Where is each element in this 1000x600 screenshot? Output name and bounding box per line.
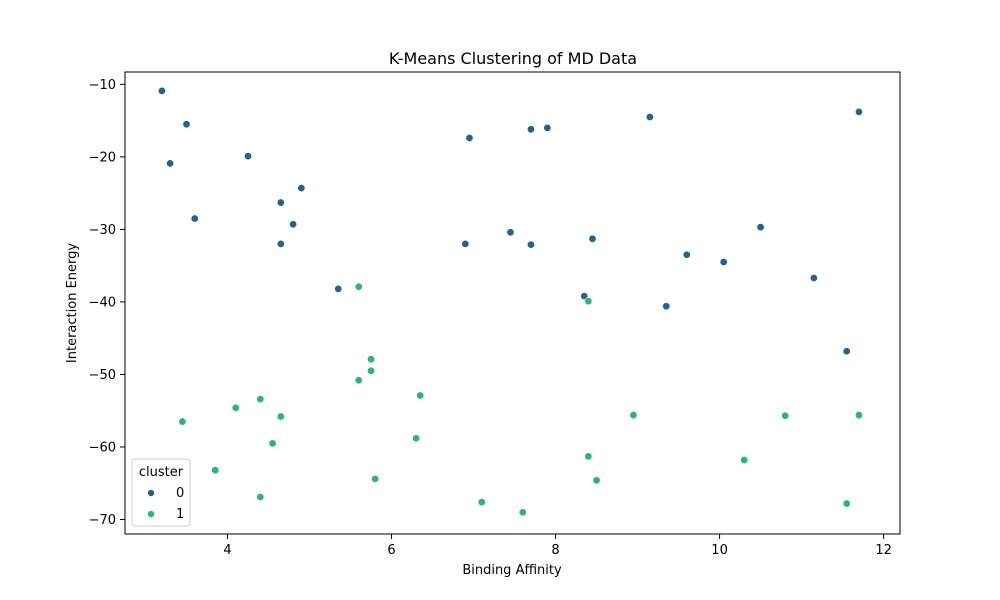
data-point-cluster-0 xyxy=(276,198,285,207)
data-point-cluster-0 xyxy=(182,120,191,129)
legend-marker-cluster-1 xyxy=(147,510,155,518)
x-tick-label: 10 xyxy=(711,543,728,558)
y-tick-label: −10 xyxy=(89,78,116,93)
data-point-cluster-0 xyxy=(244,152,253,161)
data-point-cluster-1 xyxy=(477,498,486,507)
data-point-cluster-1 xyxy=(268,439,277,448)
x-axis-label: Binding Affinity xyxy=(462,563,562,578)
y-axis-label: Interaction Energy xyxy=(65,243,80,363)
data-point-cluster-1 xyxy=(584,297,593,306)
data-point-cluster-1 xyxy=(518,508,527,517)
data-point-cluster-1 xyxy=(178,417,187,426)
y-tick-label: −30 xyxy=(89,223,116,238)
data-point-cluster-0 xyxy=(645,112,654,121)
data-point-cluster-0 xyxy=(461,239,470,248)
y-axis-ticks: −10 −20 −30 −40 −50 −60 −70 xyxy=(89,78,125,528)
data-point-cluster-0 xyxy=(543,123,552,132)
x-tick-label: 6 xyxy=(387,543,395,558)
data-point-cluster-1 xyxy=(231,403,240,412)
data-point-cluster-0 xyxy=(334,284,343,293)
data-point-cluster-0 xyxy=(465,134,474,143)
data-point-cluster-1 xyxy=(781,411,790,420)
data-point-cluster-0 xyxy=(526,125,535,134)
data-point-cluster-0 xyxy=(842,347,851,356)
data-point-cluster-0 xyxy=(588,234,597,243)
data-point-cluster-0 xyxy=(157,86,166,95)
data-point-cluster-0 xyxy=(506,228,515,237)
data-point-cluster-0 xyxy=(166,159,175,168)
data-point-cluster-0 xyxy=(276,239,285,248)
plot-frame xyxy=(124,71,901,535)
data-point-cluster-1 xyxy=(276,412,285,421)
data-point-cluster-0 xyxy=(289,220,298,229)
chart-title: K-Means Clustering of MD Data xyxy=(389,49,637,68)
data-point-cluster-1 xyxy=(629,411,638,420)
legend-label-cluster-0: 0 xyxy=(176,486,184,501)
y-tick-label: −60 xyxy=(89,440,116,455)
y-tick-label: −70 xyxy=(89,513,116,528)
data-point-cluster-1 xyxy=(412,434,421,443)
data-point-cluster-1 xyxy=(256,395,265,404)
x-tick-label: 4 xyxy=(223,543,231,558)
legend: cluster 0 1 xyxy=(131,458,191,527)
data-point-cluster-0 xyxy=(809,273,818,282)
y-tick-label: −40 xyxy=(89,295,116,310)
legend-marker-cluster-0 xyxy=(147,489,155,497)
legend-title: cluster xyxy=(139,465,184,480)
data-point-cluster-0 xyxy=(756,223,765,232)
data-point-cluster-0 xyxy=(662,302,671,311)
x-axis-ticks: 4 6 8 10 12 xyxy=(223,534,892,558)
data-points xyxy=(157,86,863,517)
data-point-cluster-1 xyxy=(842,499,851,508)
data-point-cluster-1 xyxy=(367,366,376,375)
data-point-cluster-0 xyxy=(190,214,199,223)
data-point-cluster-1 xyxy=(584,452,593,461)
data-point-cluster-1 xyxy=(367,355,376,364)
data-point-cluster-0 xyxy=(854,107,863,116)
data-point-cluster-1 xyxy=(256,493,265,502)
data-point-cluster-1 xyxy=(371,474,380,483)
data-point-cluster-1 xyxy=(740,456,749,465)
plot-area: 4 6 8 10 12 −10−20−30−40−50−60−70 xyxy=(89,71,901,558)
data-point-cluster-0 xyxy=(682,250,691,259)
x-tick-label: 12 xyxy=(875,543,892,558)
data-point-cluster-1 xyxy=(354,376,363,385)
data-point-cluster-1 xyxy=(354,282,363,291)
data-point-cluster-0 xyxy=(719,258,728,267)
legend-label-cluster-1: 1 xyxy=(176,507,184,522)
data-point-cluster-0 xyxy=(297,184,306,193)
y-tick-label: −50 xyxy=(89,368,116,383)
data-point-cluster-0 xyxy=(526,240,535,249)
data-point-cluster-1 xyxy=(854,411,863,420)
x-tick-label: 8 xyxy=(551,543,559,558)
y-tick-label: −20 xyxy=(89,150,116,165)
data-point-cluster-1 xyxy=(416,391,425,400)
legend-box xyxy=(131,458,191,527)
data-point-cluster-1 xyxy=(211,466,220,475)
data-point-cluster-1 xyxy=(592,476,601,485)
